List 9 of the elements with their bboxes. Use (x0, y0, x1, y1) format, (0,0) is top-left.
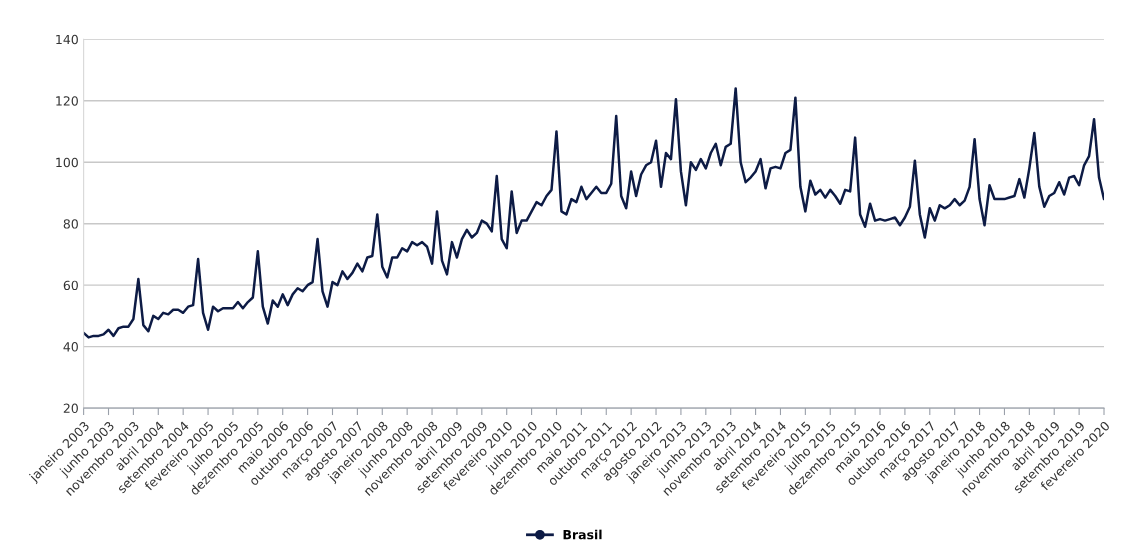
y-tick-label: 100 (56, 157, 78, 168)
legend-label: Brasil (563, 529, 602, 540)
y-tick-label: 60 (63, 280, 78, 291)
y-tick-label: 20 (63, 403, 78, 414)
y-tick-label: 40 (63, 342, 78, 352)
y-tick-label: 140 (56, 34, 78, 45)
line-series (83, 87, 1105, 339)
y-tick-label: 120 (56, 96, 78, 106)
y-tick-label: 80 (63, 219, 78, 229)
